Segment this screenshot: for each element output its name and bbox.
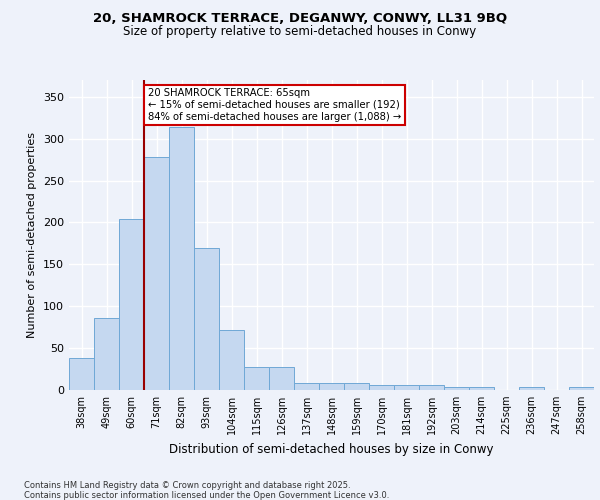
Y-axis label: Number of semi-detached properties: Number of semi-detached properties xyxy=(28,132,37,338)
Bar xyxy=(169,127,194,390)
Bar xyxy=(269,366,294,390)
Bar xyxy=(444,386,469,390)
Bar xyxy=(394,385,419,390)
Bar xyxy=(344,384,369,390)
Bar xyxy=(294,384,319,390)
Bar xyxy=(194,248,219,390)
Bar xyxy=(469,386,494,390)
Bar xyxy=(119,219,144,390)
Bar xyxy=(144,157,169,390)
Text: 20 SHAMROCK TERRACE: 65sqm
← 15% of semi-detached houses are smaller (192)
84% o: 20 SHAMROCK TERRACE: 65sqm ← 15% of semi… xyxy=(148,88,401,122)
Bar xyxy=(419,385,444,390)
Bar xyxy=(219,330,244,390)
Bar xyxy=(519,386,544,390)
Bar xyxy=(94,318,119,390)
Text: Size of property relative to semi-detached houses in Conwy: Size of property relative to semi-detach… xyxy=(124,25,476,38)
Bar xyxy=(369,385,394,390)
Text: Contains public sector information licensed under the Open Government Licence v3: Contains public sector information licen… xyxy=(24,491,389,500)
Text: 20, SHAMROCK TERRACE, DEGANWY, CONWY, LL31 9BQ: 20, SHAMROCK TERRACE, DEGANWY, CONWY, LL… xyxy=(93,12,507,26)
X-axis label: Distribution of semi-detached houses by size in Conwy: Distribution of semi-detached houses by … xyxy=(169,442,494,456)
Bar xyxy=(69,358,94,390)
Text: Contains HM Land Registry data © Crown copyright and database right 2025.: Contains HM Land Registry data © Crown c… xyxy=(24,481,350,490)
Bar xyxy=(569,386,594,390)
Bar xyxy=(244,366,269,390)
Bar xyxy=(319,384,344,390)
